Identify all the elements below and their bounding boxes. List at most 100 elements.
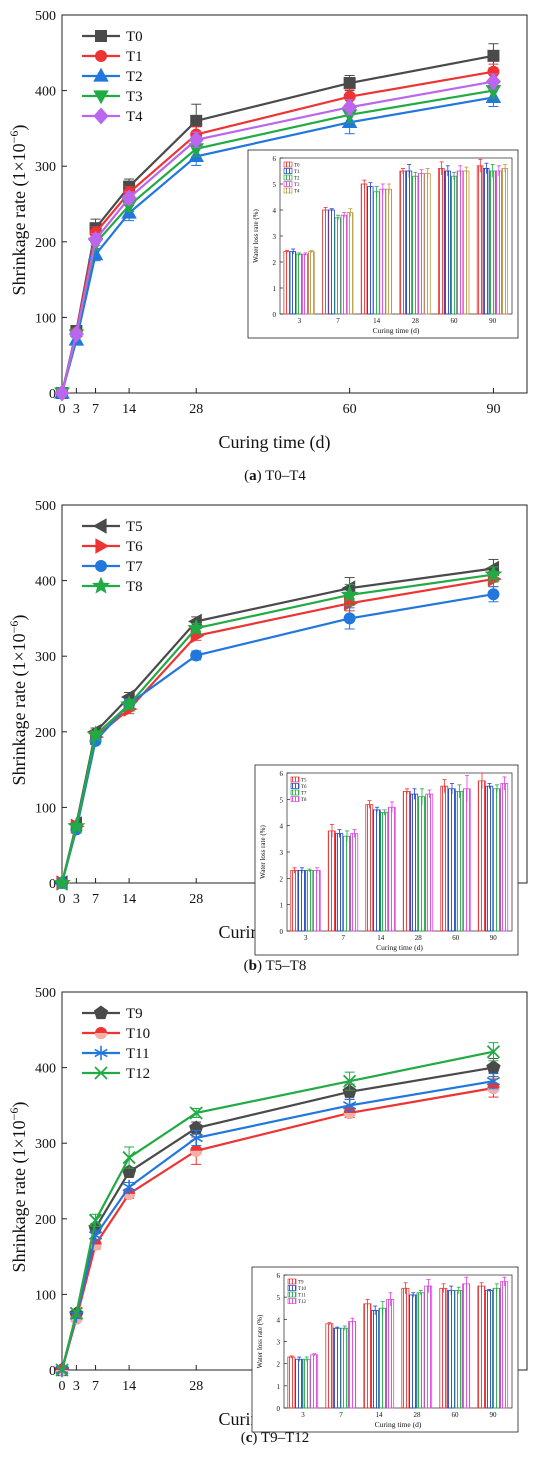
- inset-error-bar: [300, 867, 304, 874]
- inset-error-bar: [289, 1355, 294, 1359]
- data-point: [86, 725, 105, 743]
- inset-y-tick-label: 3: [280, 849, 284, 857]
- inset-bar: [424, 1285, 433, 1409]
- x-tick-label: 90: [486, 402, 500, 417]
- inset-error-bar: [387, 183, 392, 195]
- inset-error-bar: [323, 206, 328, 213]
- inset-bar: [328, 209, 335, 315]
- inset-legend-label: T9: [298, 1281, 304, 1286]
- data-point: [484, 565, 503, 583]
- inset-bar: [327, 830, 336, 932]
- inset-bar: [495, 170, 502, 315]
- data-point: [122, 1179, 136, 1195]
- inset-y-tick-label: 5: [273, 181, 277, 189]
- inset-error-bar: [312, 1353, 317, 1356]
- inset-error-bar: [450, 783, 454, 795]
- inset-y-tick-label: 3: [273, 233, 277, 241]
- inset-y-tick-label: 6: [280, 770, 284, 778]
- inset-bar: [372, 809, 381, 932]
- x-tick-label: 3: [73, 892, 80, 907]
- inset-bar: [401, 1287, 410, 1409]
- inset-bar: [455, 791, 464, 932]
- inset-error-bar: [452, 171, 456, 181]
- inset-bar: [411, 175, 419, 315]
- inset-y-tick-label: 3: [277, 1339, 281, 1347]
- x-tick-label: 3: [73, 402, 80, 417]
- inset-error-bar: [373, 1305, 378, 1315]
- inset-error-bar: [502, 1276, 507, 1287]
- y-tick-label: 100: [35, 801, 56, 816]
- inset-error-bar: [335, 1326, 340, 1330]
- inset-bar: [322, 209, 329, 315]
- inset-error-bar: [329, 208, 334, 212]
- y-tick-label: 100: [35, 311, 56, 326]
- inset-x-tick-label: 60: [452, 1411, 460, 1419]
- inset-error-bar: [496, 165, 501, 177]
- inset-legend-swatch: [283, 181, 293, 187]
- inset-bar: [350, 833, 359, 932]
- inset-x-tick-label: 7: [339, 1411, 343, 1419]
- legend-label: T5: [126, 519, 143, 535]
- inset-error-bar: [449, 1285, 454, 1295]
- y-axis: 0 100 200 300 400 500: [35, 986, 67, 1379]
- inset-y-tick-label: 6: [273, 155, 277, 163]
- inset-legend-swatch: [290, 783, 300, 789]
- caption-a: (a) T0–T4: [244, 468, 306, 484]
- data-point: [187, 618, 206, 636]
- inset-bar: [438, 167, 445, 315]
- data-point: [188, 131, 204, 149]
- inset-bar: [290, 870, 299, 932]
- inset-bar: [340, 1327, 349, 1409]
- inset-bar: [425, 793, 434, 932]
- inset-y-tick-label: 4: [280, 823, 284, 831]
- series-t12: [55, 1042, 501, 1377]
- inset-x-tick-label: 14: [376, 1411, 384, 1419]
- inset-error-bar: [352, 829, 357, 838]
- inset-error-bar: [367, 800, 372, 809]
- inset-y-tick-label: 2: [277, 1361, 281, 1369]
- inset-y-tick-label: 5: [280, 796, 284, 804]
- data-point: [87, 230, 104, 249]
- inset-legend-swatch: [287, 1278, 297, 1285]
- inset-error-bar: [412, 788, 417, 800]
- inset-x-tick-label: 28: [414, 1411, 422, 1419]
- inset-x-tick-label: 14: [373, 317, 381, 325]
- inset-y-tick-label: 4: [277, 1316, 281, 1324]
- inset-bar: [410, 793, 419, 932]
- inset-x-tick-label: 3: [298, 317, 302, 325]
- inset-error-bar: [480, 772, 484, 789]
- y-axis: 0 100 200 300 400 500: [35, 499, 67, 892]
- x-tick-label: 3: [73, 1379, 80, 1394]
- inset-error-bar: [336, 214, 340, 221]
- legend: T5 T6 T7 T8: [82, 518, 143, 595]
- inset-bar: [283, 251, 290, 315]
- inset-bar: [305, 870, 314, 932]
- y-axis: 0 100 200 300 400 500: [35, 9, 67, 402]
- inset-error-bar: [442, 779, 447, 793]
- inset-error-bar: [307, 868, 312, 872]
- data-point: [122, 1150, 136, 1165]
- inset-error-bar: [445, 165, 450, 177]
- x-tick-label: 7: [92, 402, 99, 417]
- x-tick-label: 14: [122, 1379, 136, 1394]
- inset-error-bar: [503, 164, 508, 173]
- inset-bar: [334, 217, 341, 315]
- legend-label: T1: [126, 49, 143, 65]
- inset-error-bar: [490, 164, 495, 178]
- legend-marker: [93, 1005, 109, 1020]
- inset-y-tick-label: 5: [277, 1294, 281, 1302]
- inset-x-axis-label: Curing time (d): [373, 326, 420, 335]
- inset-error-bar: [494, 1283, 499, 1293]
- inset-bar: [446, 1290, 455, 1409]
- y-axis-label: Shrinkage rate (1×10−6): [7, 1102, 30, 1273]
- inset-bar: [287, 1356, 296, 1409]
- inset-error-bar: [425, 167, 430, 179]
- x-tick-label: 28: [189, 402, 203, 417]
- data-point: [88, 1213, 103, 1227]
- legend-marker: [94, 1066, 108, 1080]
- inset-error-bar: [374, 186, 379, 197]
- plot-frame: [61, 14, 528, 394]
- legend-label: T4: [126, 109, 143, 125]
- inset-y-tick-label: 2: [280, 875, 284, 883]
